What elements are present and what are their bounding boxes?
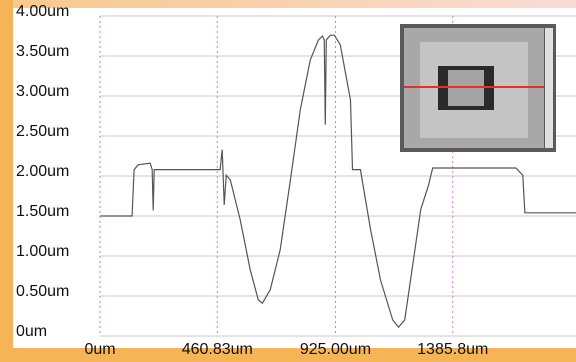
y-tick-label: 0.50um (16, 283, 69, 300)
y-tick-label: 2.50um (16, 123, 69, 140)
top-border (0, 0, 576, 8)
y-tick-label: 3.00um (16, 83, 69, 100)
x-tick-label: 0um (84, 341, 115, 358)
y-tick-label: 1.50um (16, 203, 69, 220)
x-tick-label: 1385.8um (417, 341, 488, 358)
x-tick-label: 925.00um (300, 341, 371, 358)
y-tick-label: 4.00um (16, 3, 69, 20)
y-tick-label: 3.50um (16, 43, 69, 60)
x-tick-label: 460.83um (182, 341, 253, 358)
y-tick-label: 1.00um (16, 243, 69, 260)
y-tick-label: 0um (16, 323, 47, 340)
y-tick-label: 2.00um (16, 163, 69, 180)
left-border (0, 0, 13, 362)
chart: 0um 0.50um 1.00um 1.50um 2.00um 2.50um 3.00um 3… (0, 0, 576, 362)
inset-image (400, 24, 556, 152)
